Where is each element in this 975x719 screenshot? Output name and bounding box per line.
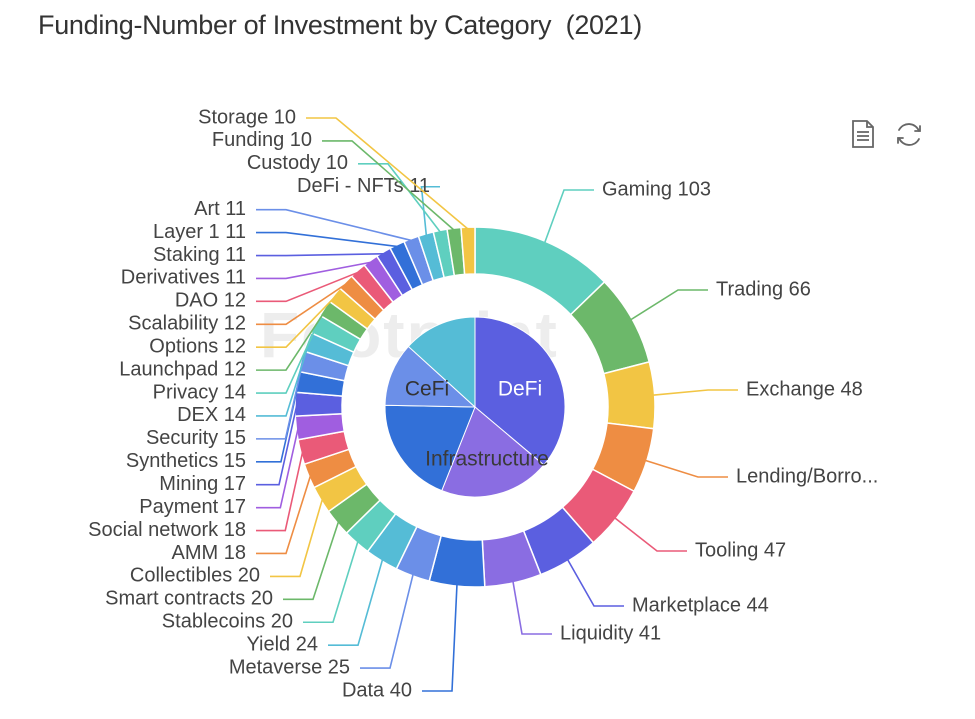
outer-label: Art 11 [194, 198, 246, 220]
leader-line [256, 427, 299, 509]
leader-line [256, 261, 372, 280]
leader-line [256, 271, 360, 303]
outer-label: Payment 17 [139, 496, 246, 518]
outer-label: DAO 12 [175, 290, 246, 312]
outer-label: Launchpad 12 [119, 358, 246, 380]
leader-line [270, 498, 324, 578]
outer-label: Options 12 [149, 335, 246, 357]
outer-label: Metaverse 25 [229, 656, 350, 678]
outer-label: Funding 10 [212, 129, 312, 151]
inner-slice[interactable] [407, 316, 476, 409]
leader-line [303, 540, 359, 624]
inner-label: CeFi [405, 378, 449, 401]
outer-label: Privacy 14 [153, 381, 246, 403]
leader-line [420, 185, 440, 236]
leader-line [644, 459, 728, 478]
outer-label: Synthetics 15 [126, 450, 246, 472]
outer-label: Yield 24 [246, 633, 318, 655]
leader-line [256, 475, 312, 555]
outer-label: DEX 14 [177, 404, 246, 426]
leader-line [256, 208, 413, 242]
inner-slice[interactable] [384, 345, 477, 408]
inner-slice[interactable] [441, 406, 545, 498]
outer-label: Scalability 12 [128, 313, 246, 335]
inner-label: Infrastructure [425, 448, 549, 471]
leader-line [256, 252, 385, 257]
data-view-icon[interactable] [848, 118, 878, 150]
leader-line [328, 558, 384, 646]
outer-label: Security 15 [146, 427, 246, 449]
outer-label: Liquidity 41 [560, 622, 661, 644]
leader-line [512, 580, 552, 635]
leader-line [566, 558, 624, 607]
outer-label: Tooling 47 [695, 539, 786, 561]
outer-label: Storage 10 [198, 106, 296, 128]
leader-line [543, 189, 594, 244]
outer-label: Custody 10 [247, 152, 348, 174]
leader-line [256, 451, 304, 532]
leader-line [256, 282, 348, 326]
restore-icon[interactable] [894, 118, 924, 150]
leader-line [652, 389, 738, 397]
outer-label: Marketplace 44 [632, 594, 769, 616]
inner-label: DeFi [498, 378, 542, 401]
leader-line [256, 308, 327, 371]
outer-label: Gaming 103 [602, 178, 711, 200]
chart-title: Funding-Number of Investment by Category… [38, 10, 642, 40]
outer-label: Exchange 48 [746, 378, 863, 400]
outer-label: Stablecoins 20 [162, 611, 293, 633]
outer-label: Collectibles 20 [130, 565, 260, 587]
outer-label: Data 40 [342, 679, 412, 701]
leader-line [256, 324, 318, 394]
leader-line [629, 289, 708, 321]
chart-toolbar [848, 118, 924, 150]
outer-label: Mining 17 [159, 473, 246, 495]
outer-label: Layer 1 11 [153, 221, 246, 243]
leader-line [422, 584, 458, 692]
outer-label: Lending/Borro... [736, 465, 878, 487]
leader-line [360, 573, 414, 669]
leader-line [256, 361, 304, 440]
leader-line [256, 404, 298, 486]
outer-label: AMM 18 [172, 542, 246, 564]
outer-label: Trading 66 [716, 278, 811, 300]
inner-slice[interactable] [474, 316, 566, 466]
leader-line [256, 295, 337, 348]
leader-line [613, 516, 687, 552]
leader-line [306, 117, 469, 230]
leader-line [283, 521, 340, 601]
leader-line [256, 231, 398, 248]
leader-line [256, 342, 310, 417]
leader-line [358, 163, 442, 233]
outer-label: Derivatives 11 [121, 267, 246, 289]
outer-slice[interactable] [602, 360, 656, 430]
leader-line [322, 140, 455, 231]
inner-slice[interactable] [384, 404, 476, 492]
outer-label: Smart contracts 20 [105, 588, 273, 610]
outer-label: Staking 11 [153, 244, 246, 266]
outer-label: Social network 18 [88, 519, 246, 541]
